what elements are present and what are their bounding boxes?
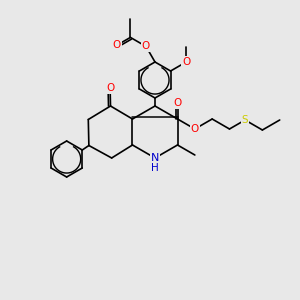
Text: O: O [106, 83, 114, 93]
Text: S: S [242, 115, 248, 125]
Text: O: O [173, 98, 181, 108]
Text: O: O [142, 41, 150, 51]
Text: O: O [182, 57, 190, 67]
Text: O: O [191, 124, 199, 134]
Text: O: O [112, 40, 121, 50]
Text: H: H [151, 163, 159, 173]
Text: N: N [151, 153, 159, 163]
